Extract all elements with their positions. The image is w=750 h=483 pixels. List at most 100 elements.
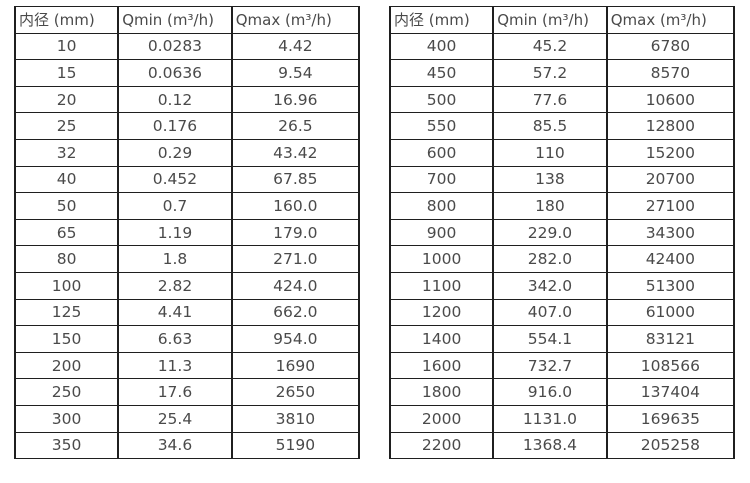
table-body: 400 45.2 6780 450 57.2 8570 500 77.6 10600 550 85.… [388, 32, 736, 460]
table-cell: 80 [13, 245, 120, 273]
table-cell: 160.0 [230, 192, 361, 220]
table-cell: 179.0 [230, 218, 361, 247]
table-row: 65 1.19 179.0 [13, 218, 361, 247]
table-cell: 26.5 [230, 112, 361, 140]
table-cell: 10 [13, 32, 120, 61]
flow-table-large-diameters: 内径 (mm) Qmin (m³/h) Qmax (m³/h) 400 45.2 6… [388, 6, 736, 460]
header-cell-diameter: 内径 (mm) [388, 6, 495, 34]
table-cell: 2000 [388, 404, 495, 433]
table-row: 80 1.8 271.0 [13, 245, 361, 273]
table-row: 150 6.63 954.0 [13, 325, 361, 353]
table-cell: 1690 [230, 351, 361, 380]
table-cell: 180 [492, 192, 608, 220]
table-cell: 0.29 [117, 138, 233, 167]
table-cell: 0.7 [117, 192, 233, 220]
table-row: 1800 916.0 137404 [388, 378, 736, 406]
table-row: 1200 407.0 61000 [388, 298, 736, 327]
table-cell: 4.42 [230, 32, 361, 61]
table-row: 500 77.6 10600 [388, 85, 736, 114]
table-cell: 45.2 [492, 32, 608, 61]
table-cell: 700 [388, 165, 495, 194]
table-cell: 57.2 [492, 59, 608, 87]
table-cell: 1800 [388, 378, 495, 406]
table-cell: 271.0 [230, 245, 361, 273]
table-row: 700 138 20700 [388, 165, 736, 194]
table-row: 40 0.452 67.85 [13, 165, 361, 194]
table-row: 300 25.4 3810 [13, 404, 361, 433]
table-cell: 0.12 [117, 85, 233, 114]
table-cell: 169635 [605, 404, 736, 433]
table-cell: 1600 [388, 351, 495, 380]
table-cell: 200 [13, 351, 120, 380]
table-row: 1400 554.1 83121 [388, 325, 736, 353]
table-cell: 25.4 [117, 404, 233, 433]
table-cell: 800 [388, 192, 495, 220]
table-row: 450 57.2 8570 [388, 59, 736, 87]
table-cell: 108566 [605, 351, 736, 380]
table-cell: 51300 [605, 271, 736, 300]
table-cell: 1100 [388, 271, 495, 300]
table-cell: 2200 [388, 431, 495, 460]
table-cell: 0.0283 [117, 32, 233, 61]
table-cell: 424.0 [230, 271, 361, 300]
table-cell: 34.6 [117, 431, 233, 460]
table-row: 25 0.176 26.5 [13, 112, 361, 140]
table-row: 32 0.29 43.42 [13, 138, 361, 167]
header-cell-qmax: Qmax (m³/h) [605, 6, 736, 34]
table-cell: 300 [13, 404, 120, 433]
table-cell: 40 [13, 165, 120, 194]
table-cell: 10600 [605, 85, 736, 114]
table-cell: 6.63 [117, 325, 233, 353]
table-cell: 0.176 [117, 112, 233, 140]
table-cell: 400 [388, 32, 495, 61]
table-cell: 205258 [605, 431, 736, 460]
table-cell: 16.96 [230, 85, 361, 114]
table-row: 600 110 15200 [388, 138, 736, 167]
header-row: 内径 (mm) Qmin (m³/h) Qmax (m³/h) [388, 6, 736, 34]
table-cell: 20 [13, 85, 120, 114]
table-cell: 11.3 [117, 351, 233, 380]
table-row: 2000 1131.0 169635 [388, 404, 736, 433]
table-cell: 8570 [605, 59, 736, 87]
table-cell: 2650 [230, 378, 361, 406]
table-cell: 407.0 [492, 298, 608, 327]
table-header: 内径 (mm) Qmin (m³/h) Qmax (m³/h) [388, 6, 736, 34]
table-cell: 25 [13, 112, 120, 140]
table-row: 2200 1368.4 205258 [388, 431, 736, 460]
table-cell: 17.6 [117, 378, 233, 406]
table-row: 20 0.12 16.96 [13, 85, 361, 114]
table-cell: 2.82 [117, 271, 233, 300]
flow-table-small-diameters: 内径 (mm) Qmin (m³/h) Qmax (m³/h) 10 0.0283… [13, 6, 361, 460]
table-cell: 550 [388, 112, 495, 140]
table-cell: 1000 [388, 245, 495, 273]
table-cell: 554.1 [492, 325, 608, 353]
table-cell: 12800 [605, 112, 736, 140]
table-cell: 3810 [230, 404, 361, 433]
table-cell: 34300 [605, 218, 736, 247]
table-cell: 32 [13, 138, 120, 167]
table-row: 400 45.2 6780 [388, 32, 736, 61]
table-cell: 1368.4 [492, 431, 608, 460]
table-row: 10 0.0283 4.42 [13, 32, 361, 61]
table-cell: 27100 [605, 192, 736, 220]
table-cell: 43.42 [230, 138, 361, 167]
table-cell: 20700 [605, 165, 736, 194]
table-cell: 450 [388, 59, 495, 87]
table-cell: 916.0 [492, 378, 608, 406]
table-cell: 0.0636 [117, 59, 233, 87]
table-cell: 954.0 [230, 325, 361, 353]
header-row: 内径 (mm) Qmin (m³/h) Qmax (m³/h) [13, 6, 361, 34]
table-cell: 85.5 [492, 112, 608, 140]
header-cell-qmin: Qmin (m³/h) [117, 6, 233, 34]
table-cell: 1.19 [117, 218, 233, 247]
table-cell: 732.7 [492, 351, 608, 380]
table-cell: 229.0 [492, 218, 608, 247]
table-cell: 0.452 [117, 165, 233, 194]
table-row: 250 17.6 2650 [13, 378, 361, 406]
table-cell: 4.41 [117, 298, 233, 327]
table-row: 125 4.41 662.0 [13, 298, 361, 327]
table-cell: 77.6 [492, 85, 608, 114]
table-cell: 342.0 [492, 271, 608, 300]
table-cell: 500 [388, 85, 495, 114]
